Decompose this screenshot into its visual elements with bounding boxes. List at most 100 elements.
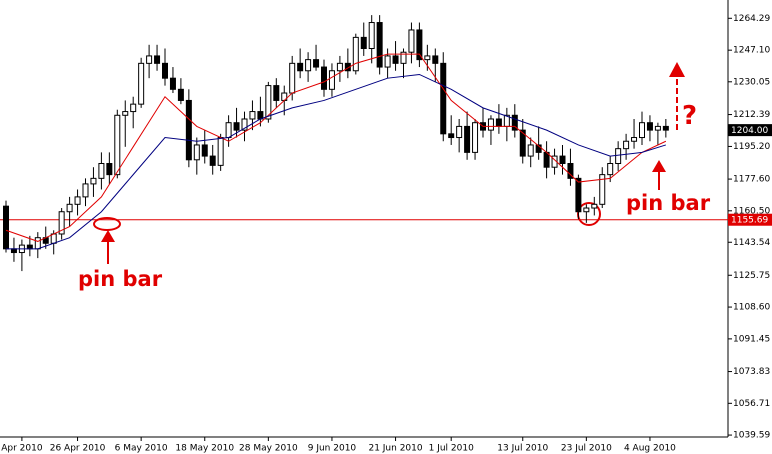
candle-body bbox=[106, 163, 113, 176]
candle-body bbox=[297, 62, 304, 72]
candle-body bbox=[193, 144, 200, 161]
x-tick-label: 21 Jun 2010 bbox=[368, 444, 422, 454]
candle-body bbox=[209, 155, 216, 166]
x-tick-label: 23 Jul 2010 bbox=[561, 444, 612, 454]
x-tick-label: 28 May 2010 bbox=[239, 444, 298, 454]
highlight-ellipse bbox=[93, 217, 121, 231]
x-tick-label: 9 Jun 2010 bbox=[308, 444, 357, 454]
candle-body bbox=[384, 55, 391, 68]
y-tick-label: 1264.29 bbox=[733, 14, 770, 24]
candle-body bbox=[90, 177, 97, 185]
candle-body bbox=[185, 99, 192, 161]
candle-body bbox=[631, 137, 638, 142]
y-tick-label: 1212.39 bbox=[733, 110, 770, 120]
candle-body bbox=[456, 125, 463, 139]
candle-body bbox=[511, 114, 518, 131]
candle-body bbox=[424, 55, 431, 61]
moving-average bbox=[5, 53, 667, 242]
y-tick-label: 1247.10 bbox=[733, 46, 770, 56]
candle-body bbox=[154, 55, 161, 64]
candle-body bbox=[336, 62, 343, 72]
candle-body bbox=[289, 62, 296, 94]
candle-body bbox=[432, 55, 439, 64]
candle-body bbox=[177, 88, 184, 101]
x-tick-label: 18 May 2010 bbox=[175, 444, 234, 454]
candle-body bbox=[352, 36, 359, 72]
arrow-head bbox=[652, 160, 666, 172]
candle-body bbox=[368, 22, 375, 50]
annotation: pin bar bbox=[626, 191, 711, 215]
candle-body bbox=[328, 70, 335, 90]
candle-body bbox=[50, 233, 57, 244]
candle-body bbox=[408, 29, 415, 53]
moving-average bbox=[6, 73, 666, 250]
candle-body bbox=[448, 133, 455, 139]
candle-body bbox=[623, 140, 630, 150]
candle-body bbox=[273, 85, 280, 101]
candle-body bbox=[599, 174, 606, 205]
candle-body bbox=[464, 125, 471, 153]
price-line-box bbox=[728, 213, 772, 226]
candle-body bbox=[321, 66, 327, 90]
candle-body bbox=[138, 62, 145, 105]
last-price-box bbox=[728, 124, 772, 137]
arrow-head bbox=[669, 62, 685, 77]
candle-body bbox=[130, 103, 137, 113]
candle-body bbox=[225, 122, 232, 139]
candle-body bbox=[535, 144, 542, 153]
y-tick-label: 1091.45 bbox=[733, 334, 770, 344]
candle-body bbox=[559, 155, 566, 165]
candle-body bbox=[607, 163, 614, 176]
candle-body bbox=[615, 148, 622, 165]
x-tick-label: 1 Jul 2010 bbox=[429, 444, 474, 454]
x-tick-label: 4 Aug 2010 bbox=[624, 444, 676, 454]
candle-body bbox=[360, 36, 367, 50]
candle-body bbox=[34, 237, 41, 250]
candle-body bbox=[495, 118, 502, 127]
candle-body bbox=[122, 111, 129, 116]
candle-body bbox=[233, 122, 240, 131]
candle-body bbox=[66, 203, 73, 213]
y-tick-label: 1073.83 bbox=[733, 367, 770, 377]
y-tick-label: 1230.05 bbox=[733, 77, 770, 87]
candle-body bbox=[98, 163, 105, 179]
candle-body bbox=[162, 62, 168, 79]
x-tick-label: 13 Jul 2010 bbox=[497, 444, 548, 454]
candle-body bbox=[114, 114, 121, 176]
candle-body bbox=[241, 118, 248, 131]
candle-body bbox=[519, 129, 526, 157]
candle-body bbox=[527, 144, 534, 157]
candle-body bbox=[567, 163, 574, 179]
candle-body bbox=[265, 85, 272, 120]
candle-body bbox=[376, 22, 383, 68]
y-tick-label: 1108.60 bbox=[733, 303, 770, 313]
y-tick-label: 1143.54 bbox=[733, 238, 770, 248]
y-tick-label: 1039.59 bbox=[733, 431, 770, 441]
annotation: pin bar bbox=[78, 267, 163, 291]
candle-body bbox=[639, 122, 645, 139]
candle-body bbox=[169, 77, 176, 90]
candle-body bbox=[26, 244, 33, 250]
candle-body bbox=[3, 205, 9, 250]
y-tick-label: 1125.75 bbox=[733, 271, 770, 281]
candle-body bbox=[249, 111, 256, 120]
candle-body bbox=[58, 211, 65, 235]
y-tick-label: 1056.71 bbox=[733, 399, 770, 409]
x-tick-label: Apr 2010 bbox=[1, 444, 43, 454]
candle-body bbox=[472, 122, 479, 153]
x-tick-label: 6 May 2010 bbox=[115, 444, 168, 454]
x-tick-label: 26 Apr 2010 bbox=[50, 444, 106, 454]
candle-body bbox=[654, 125, 661, 131]
candle-body bbox=[82, 183, 89, 198]
candle-body bbox=[416, 29, 423, 61]
candle-body bbox=[575, 177, 582, 213]
candle-body bbox=[440, 62, 447, 135]
candle-body bbox=[305, 59, 312, 72]
candle-body bbox=[400, 51, 407, 64]
y-tick-label: 1160.50 bbox=[733, 206, 770, 216]
candle-body bbox=[74, 196, 81, 205]
y-tick-label: 1177.60 bbox=[733, 175, 770, 185]
candle-body bbox=[487, 118, 494, 131]
candle-body bbox=[662, 125, 669, 131]
